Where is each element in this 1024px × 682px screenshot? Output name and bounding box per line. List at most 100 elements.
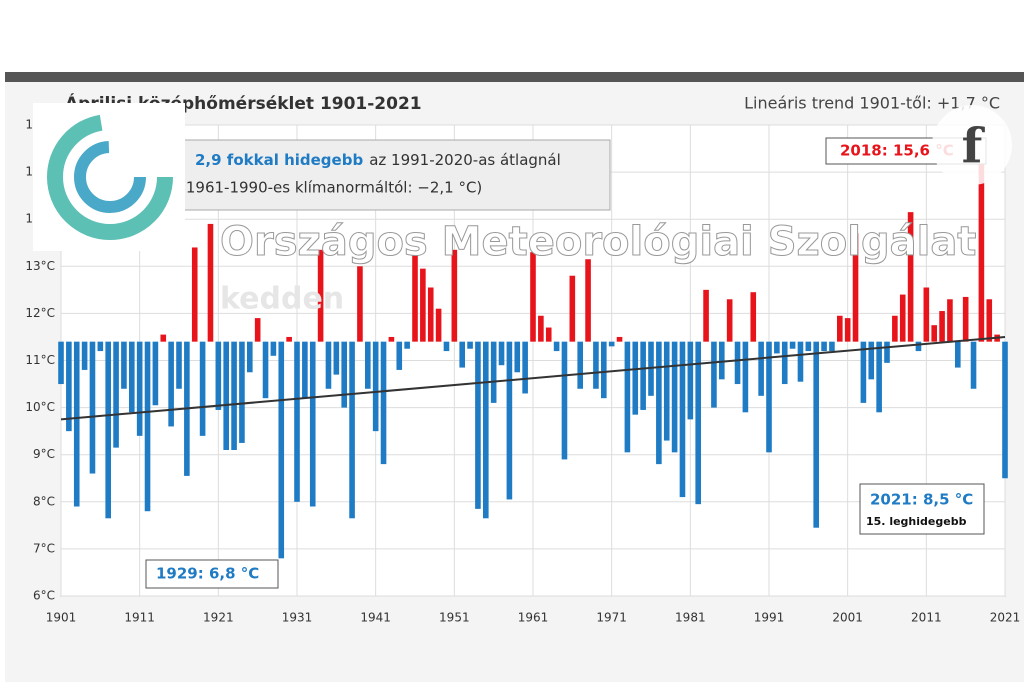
bar <box>569 275 576 342</box>
max-label: 2018: 15,6 °C <box>840 142 954 160</box>
bar <box>671 341 678 453</box>
chart: 6°C7°C8°C9°C10°C11°C12°C13°C14°C15°C16°C… <box>25 118 1020 625</box>
bar <box>663 341 670 441</box>
bar <box>490 341 497 403</box>
bar <box>412 254 418 342</box>
bar <box>262 341 269 399</box>
min-box <box>145 559 279 589</box>
x-tick-label: 1971 <box>596 611 627 625</box>
y-tick-label: 9°C <box>33 447 55 461</box>
bar <box>349 341 355 519</box>
bar <box>829 341 835 352</box>
page-name: Országos Meteorológiai Szolgálat <box>220 219 976 265</box>
bar <box>317 249 324 342</box>
bar <box>923 287 930 342</box>
post-time: kedden <box>220 282 344 317</box>
bar <box>742 341 749 413</box>
bar <box>176 341 182 389</box>
bar <box>239 341 245 443</box>
bar <box>451 249 458 342</box>
bar <box>939 311 945 342</box>
bar <box>247 341 253 373</box>
bar <box>199 341 206 436</box>
y-tick-label: 11°C <box>25 353 55 367</box>
bar <box>577 341 583 389</box>
bar <box>302 341 308 399</box>
bar <box>711 341 717 408</box>
bar <box>766 341 772 453</box>
bar <box>121 341 127 389</box>
note-line1: 2,9 fokkal hidegebb az 1991-2020-as átlag… <box>195 151 561 169</box>
min-label: 1929: 6,8 °C <box>156 565 259 583</box>
x-tick-label: 1961 <box>518 611 549 625</box>
bar <box>656 341 662 465</box>
y-tick-label: 12°C <box>25 306 55 320</box>
note-line2: (1961-1990-es klímanormáltól: −2,1 °C) <box>180 179 482 197</box>
bar <box>372 341 379 432</box>
bar <box>309 341 316 507</box>
bar <box>852 233 859 342</box>
bar <box>191 247 198 342</box>
bar <box>797 341 804 382</box>
bar <box>144 341 151 512</box>
bar <box>695 341 701 505</box>
bar <box>679 341 686 498</box>
bar <box>530 252 536 342</box>
bar <box>774 341 780 354</box>
bar <box>223 341 229 450</box>
bar <box>545 327 552 342</box>
bar <box>837 315 843 342</box>
bar <box>593 341 599 389</box>
x-tick-label: 1931 <box>282 611 313 625</box>
x-tick-label: 1941 <box>360 611 391 625</box>
bar <box>553 341 560 352</box>
bar <box>970 341 977 389</box>
bar <box>734 341 741 385</box>
bar <box>978 143 985 342</box>
bar <box>514 341 521 373</box>
bar <box>876 341 882 413</box>
bar <box>868 341 875 380</box>
logo-spiral-inner <box>74 141 146 213</box>
bar <box>758 341 764 396</box>
last-box <box>859 483 985 535</box>
bar <box>781 341 788 385</box>
bar <box>365 341 371 389</box>
bar <box>538 315 544 342</box>
bar <box>380 341 387 465</box>
x-tick-label: 1911 <box>124 611 155 625</box>
bar <box>860 341 867 403</box>
bar <box>687 341 694 420</box>
bar <box>947 299 953 342</box>
bar <box>129 341 135 413</box>
y-tick-label: 10°C <box>25 400 55 414</box>
bar <box>105 341 111 519</box>
bar <box>931 325 937 342</box>
facebook-icon[interactable] <box>932 105 1012 185</box>
bar <box>640 341 646 410</box>
bar <box>160 334 167 342</box>
bar <box>420 268 426 342</box>
bar <box>884 341 890 363</box>
bar <box>58 341 64 385</box>
bar <box>892 315 898 342</box>
bar <box>522 341 528 394</box>
frame-top <box>5 72 1024 82</box>
bar <box>333 341 340 375</box>
bar <box>357 266 363 342</box>
bar <box>254 318 261 342</box>
bar <box>789 341 796 349</box>
y-tick-label: 13°C <box>25 259 55 273</box>
bar <box>475 341 481 509</box>
bar <box>89 341 96 474</box>
bar <box>601 341 607 399</box>
y-tick-label: 8°C <box>33 494 55 508</box>
bar <box>624 341 631 453</box>
bar <box>608 341 615 347</box>
bar <box>483 341 489 519</box>
bar <box>73 341 80 507</box>
last-label: 2021: 8,5 °C <box>870 491 973 509</box>
y-tick-label: 6°C <box>33 589 55 603</box>
x-tick-label: 2021 <box>990 611 1021 625</box>
bar <box>726 299 733 342</box>
